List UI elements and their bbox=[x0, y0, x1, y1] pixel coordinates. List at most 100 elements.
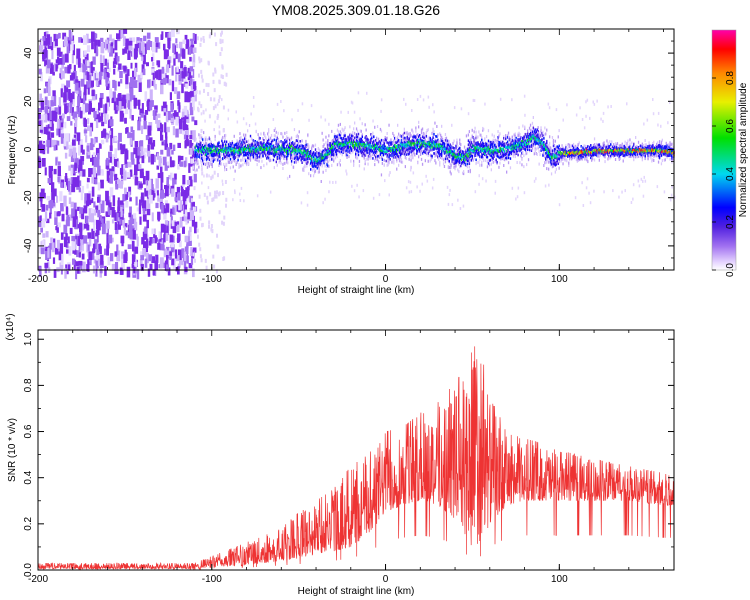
spectrogram-cell bbox=[350, 145, 352, 149]
spectrogram-noise-cell bbox=[131, 263, 135, 269]
spectrogram-cell bbox=[225, 155, 227, 159]
spectrogram-noise-cell bbox=[181, 260, 184, 266]
spectrogram-cell bbox=[293, 152, 296, 155]
spectrogram-cell bbox=[226, 148, 229, 151]
spectrogram-noise-cell bbox=[58, 251, 62, 261]
spectrogram-cell bbox=[269, 148, 272, 151]
spectrogram-cell bbox=[367, 157, 369, 161]
spectrogram-noise-cell bbox=[167, 161, 170, 166]
spectrogram-noise-cell bbox=[55, 34, 60, 39]
spectrogram-noise-cell bbox=[102, 42, 107, 49]
spectrogram-noise-cell bbox=[168, 31, 172, 41]
spectrogram-cell bbox=[392, 150, 394, 153]
spectrogram-cell bbox=[259, 145, 261, 148]
spectrogram-cell bbox=[195, 145, 197, 148]
spectrogram-cell bbox=[305, 158, 307, 161]
spectrogram-cell bbox=[362, 142, 365, 145]
spectrogram-cell bbox=[202, 160, 204, 164]
spectrogram-cell bbox=[386, 163, 388, 167]
spectrogram-noise-cell bbox=[200, 258, 203, 263]
spectrogram-noise-cell bbox=[165, 111, 168, 122]
spectrogram-noise-cell bbox=[171, 220, 175, 227]
spectrogram-noise-cell bbox=[84, 193, 88, 204]
spectrogram-cell bbox=[420, 143, 423, 146]
spectrogram-cell bbox=[311, 145, 313, 149]
spectrogram-cell bbox=[376, 136, 378, 140]
spectrogram-noise-cell bbox=[94, 45, 98, 53]
spectrogram-cell bbox=[384, 136, 386, 139]
spectrogram-noise-cell bbox=[119, 212, 122, 220]
spectrogram-noise-cell bbox=[207, 83, 210, 88]
spectrogram-cell bbox=[289, 174, 291, 178]
spectrogram-noise-cell bbox=[181, 67, 184, 79]
spectrogram-cell bbox=[270, 134, 273, 137]
spectrogram-cell bbox=[411, 143, 413, 146]
spectrogram-cell bbox=[311, 165, 314, 168]
spectrogram-cell bbox=[285, 143, 287, 147]
spectrogram-cell bbox=[423, 136, 426, 140]
spectrogram-cell bbox=[279, 156, 281, 160]
spectrogram-cell bbox=[268, 135, 270, 139]
spectrogram-noise-cell bbox=[136, 269, 140, 280]
spectrogram-cell bbox=[432, 147, 434, 151]
spectrogram-cell bbox=[279, 153, 281, 157]
spectrogram-noise-cell bbox=[218, 191, 221, 196]
spectrogram-noise-cell bbox=[89, 101, 92, 111]
spectrogram-cell bbox=[408, 140, 411, 143]
spectrogram-cell bbox=[261, 144, 263, 148]
spectrogram-noise-cell bbox=[114, 40, 118, 51]
spectrogram-cell bbox=[275, 152, 277, 156]
spectrogram-noise-cell bbox=[82, 223, 85, 230]
spectrogram-noise-cell bbox=[116, 244, 119, 256]
spectrogram-cell bbox=[286, 140, 288, 143]
spectrogram-cell bbox=[339, 130, 341, 134]
spectrogram-cell bbox=[245, 153, 247, 157]
spectrogram-cell bbox=[372, 144, 374, 147]
spectrogram-cell bbox=[231, 145, 233, 149]
spectrogram-noise-cell bbox=[142, 53, 146, 65]
spectrogram-cell bbox=[290, 157, 292, 160]
spectrogram-cell bbox=[399, 159, 402, 163]
spectrogram-cell bbox=[239, 132, 241, 136]
spectrogram-noise-cell bbox=[77, 157, 80, 165]
spectrogram-cell bbox=[247, 156, 250, 160]
spectrogram-cell bbox=[357, 132, 360, 136]
spectrogram-cell bbox=[275, 148, 278, 151]
spectrogram-cell bbox=[346, 155, 348, 159]
spectrogram-cell bbox=[322, 170, 324, 174]
spectrogram-cell bbox=[225, 148, 227, 151]
spectrogram-noise-cell bbox=[103, 69, 106, 80]
spectrogram-cell bbox=[290, 151, 293, 155]
spectrogram-noise-cell bbox=[186, 180, 191, 185]
spectrogram-noise-cell bbox=[61, 54, 65, 65]
spectrogram-cell bbox=[325, 158, 327, 162]
spectrogram-noise-cell bbox=[143, 115, 146, 121]
spectrogram-cell bbox=[197, 161, 199, 165]
spectrogram-cell bbox=[409, 145, 411, 149]
spectrogram-cell bbox=[369, 152, 371, 155]
spectrogram-cell bbox=[212, 144, 214, 148]
spectrogram-noise-cell bbox=[54, 247, 59, 255]
spectrogram-cell bbox=[426, 149, 428, 153]
spectrogram-cell bbox=[205, 143, 208, 147]
spectrogram-cell bbox=[354, 121, 356, 125]
spectrogram-noise-cell bbox=[138, 117, 142, 122]
spectrogram-noise-cell bbox=[38, 68, 42, 75]
spectrogram-noise-cell bbox=[55, 157, 58, 166]
spectrogram-cell bbox=[291, 142, 294, 145]
spectrogram-noise-cell bbox=[213, 194, 216, 199]
spectrogram-cell bbox=[423, 134, 426, 138]
spectrogram-cell bbox=[195, 157, 197, 161]
spectrogram-cell bbox=[294, 159, 296, 163]
spectrogram-noise-cell bbox=[115, 184, 119, 190]
spectrogram-noise-cell bbox=[210, 227, 213, 232]
spectrogram-noise-cell bbox=[47, 113, 50, 121]
spectrogram-cell bbox=[403, 136, 406, 140]
spectrogram-cell bbox=[349, 125, 351, 129]
spectrogram-noise-cell bbox=[143, 35, 147, 42]
spectrogram-cell bbox=[385, 148, 387, 151]
spectrogram-cell bbox=[359, 143, 362, 146]
spectrogram-cell bbox=[234, 143, 236, 147]
spectrogram-noise-cell bbox=[44, 31, 49, 37]
spectrogram-cell bbox=[200, 155, 202, 159]
